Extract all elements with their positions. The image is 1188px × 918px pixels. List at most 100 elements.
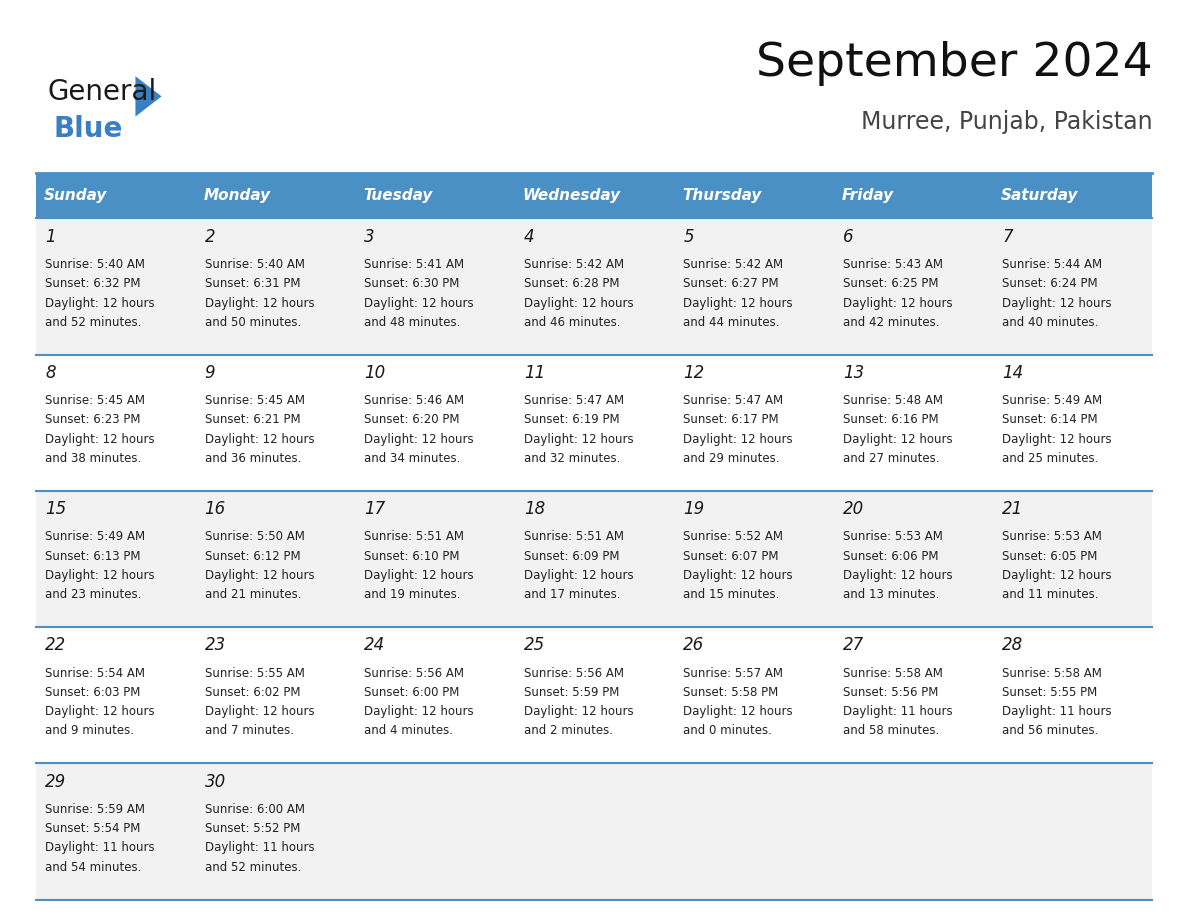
Text: 19: 19: [683, 500, 704, 518]
Text: 8: 8: [45, 364, 56, 382]
Text: Daylight: 12 hours: Daylight: 12 hours: [524, 297, 633, 309]
Text: 5: 5: [683, 228, 694, 246]
Text: 3: 3: [365, 228, 375, 246]
Text: Daylight: 12 hours: Daylight: 12 hours: [683, 432, 792, 446]
Text: Sunset: 6:13 PM: Sunset: 6:13 PM: [45, 550, 140, 563]
Text: Sunrise: 5:53 AM: Sunrise: 5:53 AM: [1003, 531, 1102, 543]
Text: 9: 9: [204, 364, 215, 382]
Bar: [195, 627, 355, 764]
Text: Sunrise: 5:47 AM: Sunrise: 5:47 AM: [683, 394, 783, 408]
Text: and 19 minutes.: and 19 minutes.: [365, 588, 461, 601]
Text: 1: 1: [45, 228, 56, 246]
Text: Sunrise: 5:49 AM: Sunrise: 5:49 AM: [45, 531, 145, 543]
Bar: [36, 218, 195, 354]
Text: 12: 12: [683, 364, 704, 382]
Text: Sunset: 6:25 PM: Sunset: 6:25 PM: [842, 277, 939, 290]
Text: Sunset: 6:31 PM: Sunset: 6:31 PM: [204, 277, 301, 290]
Text: and 40 minutes.: and 40 minutes.: [1003, 316, 1099, 329]
Bar: [833, 354, 993, 491]
Bar: [674, 173, 833, 218]
Text: Daylight: 12 hours: Daylight: 12 hours: [45, 297, 154, 309]
Text: Daylight: 11 hours: Daylight: 11 hours: [45, 842, 154, 855]
Bar: [36, 491, 195, 627]
Text: 6: 6: [842, 228, 853, 246]
Text: 22: 22: [45, 636, 67, 655]
Text: 28: 28: [1003, 636, 1024, 655]
Bar: [993, 173, 1152, 218]
Text: 20: 20: [842, 500, 864, 518]
Text: Sunrise: 5:49 AM: Sunrise: 5:49 AM: [1003, 394, 1102, 408]
Bar: [833, 173, 993, 218]
Text: Sunset: 6:14 PM: Sunset: 6:14 PM: [1003, 413, 1098, 427]
Text: Daylight: 12 hours: Daylight: 12 hours: [45, 569, 154, 582]
Text: Daylight: 11 hours: Daylight: 11 hours: [1003, 705, 1112, 718]
Text: Tuesday: Tuesday: [364, 188, 432, 203]
Text: and 15 minutes.: and 15 minutes.: [683, 588, 779, 601]
Text: 24: 24: [365, 636, 385, 655]
Text: Sunrise: 5:46 AM: Sunrise: 5:46 AM: [365, 394, 465, 408]
Text: Sunrise: 5:45 AM: Sunrise: 5:45 AM: [204, 394, 304, 408]
Text: Sunset: 6:28 PM: Sunset: 6:28 PM: [524, 277, 619, 290]
Bar: [36, 354, 195, 491]
Text: Monday: Monday: [203, 188, 271, 203]
Bar: [833, 491, 993, 627]
Text: and 52 minutes.: and 52 minutes.: [204, 861, 301, 874]
Text: Thursday: Thursday: [682, 188, 762, 203]
Text: Sunrise: 5:53 AM: Sunrise: 5:53 AM: [842, 531, 942, 543]
Text: Daylight: 12 hours: Daylight: 12 hours: [842, 297, 953, 309]
Bar: [36, 764, 195, 900]
Bar: [674, 764, 833, 900]
Bar: [993, 627, 1152, 764]
Bar: [355, 354, 514, 491]
Text: 7: 7: [1003, 228, 1013, 246]
Text: Daylight: 11 hours: Daylight: 11 hours: [204, 842, 315, 855]
Text: and 46 minutes.: and 46 minutes.: [524, 316, 620, 329]
Bar: [195, 218, 355, 354]
Text: Sunrise: 5:59 AM: Sunrise: 5:59 AM: [45, 803, 145, 816]
Text: 25: 25: [524, 636, 545, 655]
Text: and 44 minutes.: and 44 minutes.: [683, 316, 779, 329]
Text: and 2 minutes.: and 2 minutes.: [524, 724, 613, 737]
Text: Sunset: 6:30 PM: Sunset: 6:30 PM: [365, 277, 460, 290]
Text: Sunrise: 5:43 AM: Sunrise: 5:43 AM: [842, 258, 943, 271]
Text: 14: 14: [1003, 364, 1024, 382]
Text: Sunset: 5:55 PM: Sunset: 5:55 PM: [1003, 686, 1098, 699]
Bar: [355, 173, 514, 218]
Text: Daylight: 12 hours: Daylight: 12 hours: [683, 705, 792, 718]
Text: Sunrise: 5:56 AM: Sunrise: 5:56 AM: [524, 666, 624, 679]
Text: 11: 11: [524, 364, 545, 382]
Text: and 7 minutes.: and 7 minutes.: [204, 724, 293, 737]
Bar: [355, 764, 514, 900]
Text: Sunrise: 5:42 AM: Sunrise: 5:42 AM: [683, 258, 783, 271]
Text: and 50 minutes.: and 50 minutes.: [204, 316, 301, 329]
Text: Sunrise: 5:51 AM: Sunrise: 5:51 AM: [365, 531, 465, 543]
Text: Saturday: Saturday: [1001, 188, 1079, 203]
Text: Sunrise: 5:50 AM: Sunrise: 5:50 AM: [204, 531, 304, 543]
Text: 16: 16: [204, 500, 226, 518]
Bar: [195, 173, 355, 218]
Text: Daylight: 12 hours: Daylight: 12 hours: [365, 705, 474, 718]
Text: 2: 2: [204, 228, 215, 246]
Text: and 36 minutes.: and 36 minutes.: [204, 452, 301, 465]
Bar: [195, 354, 355, 491]
Text: Daylight: 12 hours: Daylight: 12 hours: [524, 705, 633, 718]
Text: Sunrise: 5:55 AM: Sunrise: 5:55 AM: [204, 666, 304, 679]
Text: Daylight: 12 hours: Daylight: 12 hours: [842, 569, 953, 582]
Text: Sunrise: 5:51 AM: Sunrise: 5:51 AM: [524, 531, 624, 543]
Text: Sunset: 6:24 PM: Sunset: 6:24 PM: [1003, 277, 1098, 290]
Text: Daylight: 12 hours: Daylight: 12 hours: [683, 297, 792, 309]
Text: Sunset: 6:06 PM: Sunset: 6:06 PM: [842, 550, 939, 563]
Text: Sunset: 6:16 PM: Sunset: 6:16 PM: [842, 413, 939, 427]
Text: and 9 minutes.: and 9 minutes.: [45, 724, 134, 737]
Text: Daylight: 11 hours: Daylight: 11 hours: [842, 705, 953, 718]
Text: Daylight: 12 hours: Daylight: 12 hours: [204, 297, 315, 309]
Text: Sunrise: 5:58 AM: Sunrise: 5:58 AM: [1003, 666, 1102, 679]
Text: Daylight: 12 hours: Daylight: 12 hours: [1003, 297, 1112, 309]
Text: Friday: Friday: [841, 188, 893, 203]
Bar: [355, 218, 514, 354]
Text: Daylight: 12 hours: Daylight: 12 hours: [842, 432, 953, 446]
Text: Blue: Blue: [53, 115, 122, 143]
Text: 10: 10: [365, 364, 385, 382]
Text: Sunset: 5:54 PM: Sunset: 5:54 PM: [45, 823, 140, 835]
Text: and 54 minutes.: and 54 minutes.: [45, 861, 141, 874]
